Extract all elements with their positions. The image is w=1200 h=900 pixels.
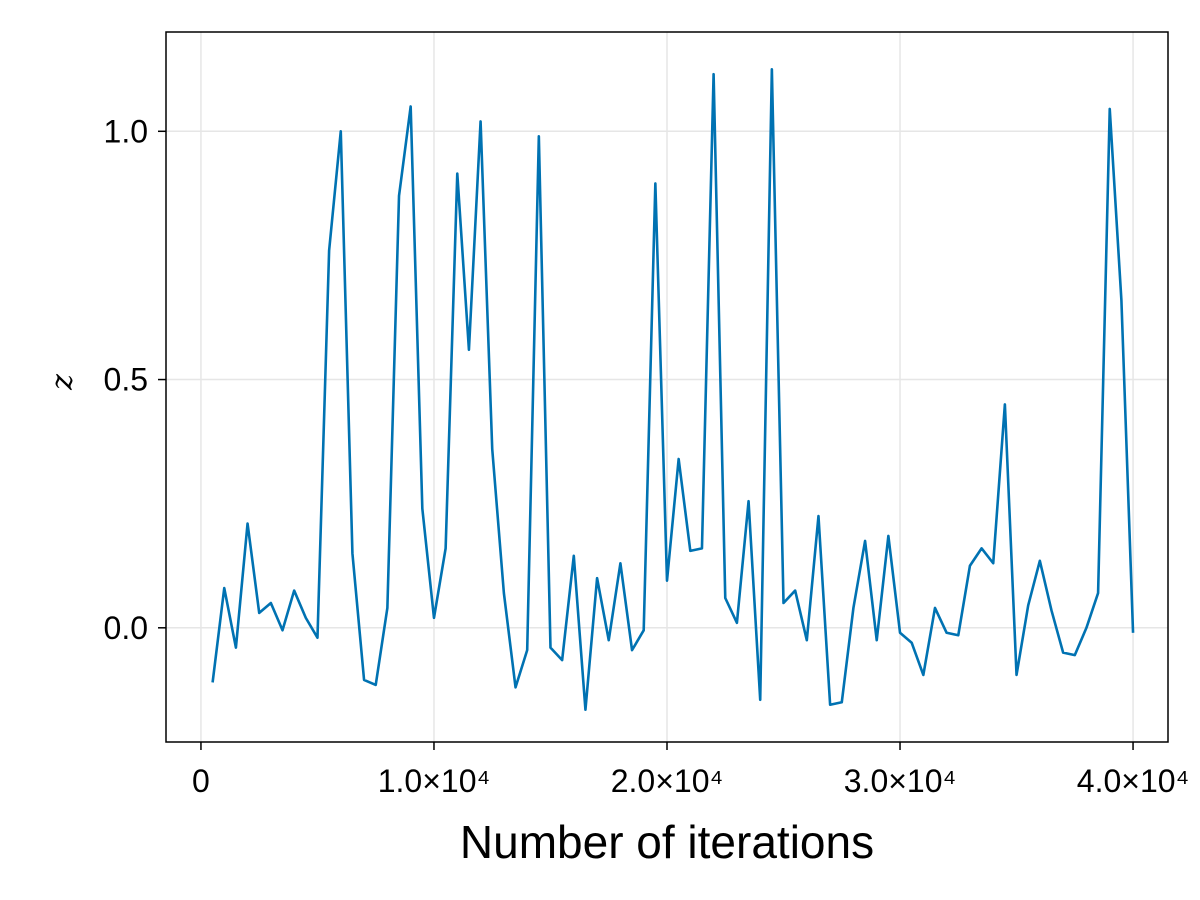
x-axis-label: Number of iterations — [460, 816, 874, 868]
y-tick-label-0: 0.0 — [104, 610, 148, 646]
y-tick-label-1: 0.5 — [104, 362, 148, 398]
series-line-0 — [211, 67, 1135, 712]
grid — [166, 32, 1168, 742]
series-group — [211, 67, 1135, 712]
axis-ticks: 0 1.0×10⁴ 2.0×10⁴ 3.0×10⁴ 4.0×10⁴ 0.0 0.5 1.0 — [104, 113, 1190, 799]
x-tick-label-3: 3.0×10⁴ — [844, 763, 957, 799]
x-tick-label-1: 1.0×10⁴ — [378, 763, 491, 799]
x-tick-label-2: 2.0×10⁴ — [611, 763, 724, 799]
y-axis-label: z — [45, 374, 80, 391]
x-tick-label-0: 0 — [192, 763, 210, 799]
x-tick-label-4: 4.0×10⁴ — [1077, 763, 1190, 799]
y-tick-label-2: 1.0 — [104, 113, 148, 149]
